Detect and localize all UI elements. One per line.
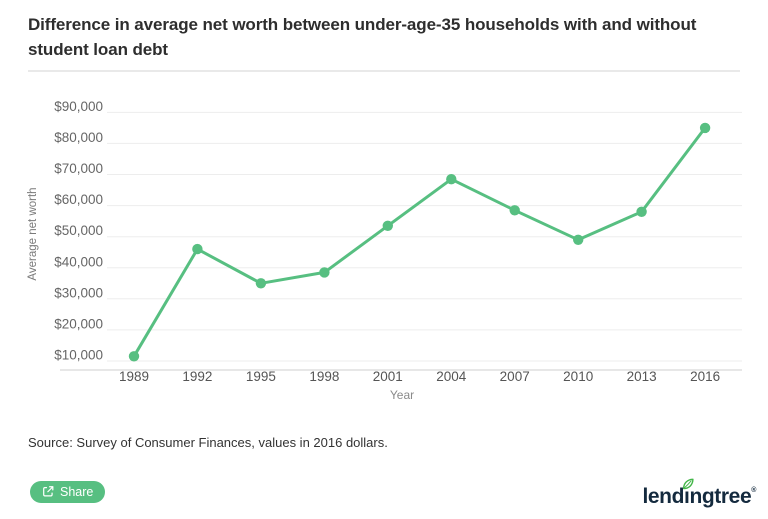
share-button[interactable]: Share <box>30 480 106 503</box>
x-tick-label: 2010 <box>563 369 593 384</box>
x-tick-label: 1989 <box>119 369 149 384</box>
chart-title: Difference in average net worth between … <box>28 15 697 59</box>
lendingtree-logo: lendı ngtree® <box>642 476 756 507</box>
data-point-1995[interactable] <box>255 278 267 289</box>
header: Difference in average net worth between … <box>0 0 768 72</box>
y-tick-label: $50,000 <box>54 223 103 238</box>
line-chart: $10,000 $20,000 $30,000 $40,000 $50,000 $60,0… <box>27 99 742 402</box>
x-tick-label: 2001 <box>373 369 403 384</box>
share-button-label: Share <box>60 484 94 499</box>
y-tick-label: $70,000 <box>54 161 103 176</box>
logo-i: ı <box>682 478 694 507</box>
x-tick-label: 1992 <box>182 369 212 384</box>
x-tick-label: 2004 <box>436 369 467 384</box>
x-tick-label: 1998 <box>309 369 339 384</box>
y-tick-label: $40,000 <box>54 254 103 269</box>
x-tick-label: 2016 <box>690 369 720 384</box>
x-tick-label: 1995 <box>246 369 276 384</box>
registered-mark: ® <box>751 487 756 494</box>
data-point-1992[interactable] <box>192 243 203 255</box>
share-icon <box>42 485 55 498</box>
data-point-1989[interactable] <box>128 351 140 362</box>
x-tick-label: 2013 <box>627 369 657 384</box>
data-point-1998[interactable] <box>319 267 330 278</box>
x-tick-label: 2007 <box>500 369 530 384</box>
data-point-2010[interactable] <box>573 234 584 245</box>
series-line <box>132 126 707 358</box>
y-tick-label: $60,000 <box>54 192 103 207</box>
data-point-2016[interactable] <box>699 122 711 134</box>
data-point-2007[interactable] <box>509 205 520 216</box>
leaf-icon <box>681 474 695 495</box>
logo-text-part1: lend <box>642 485 685 508</box>
data-point-2004[interactable] <box>446 174 457 185</box>
title-divider <box>28 70 740 72</box>
logo-text-part2: ngtree <box>689 485 752 508</box>
y-axis-title: Average net worth <box>27 187 39 280</box>
footer: Share lendı ngtree® <box>0 476 768 507</box>
y-tick-label: $10,000 <box>54 348 103 363</box>
x-axis-title: Year <box>390 388 414 402</box>
source-note: Source: Survey of Consumer Finances, val… <box>28 435 388 450</box>
y-tick-label: $90,000 <box>54 99 103 114</box>
y-tick-label: $20,000 <box>54 316 103 331</box>
data-point-2013[interactable] <box>636 206 647 217</box>
data-point-2001[interactable] <box>382 220 393 231</box>
y-tick-label: $30,000 <box>54 285 103 300</box>
y-tick-label: $80,000 <box>54 130 103 145</box>
